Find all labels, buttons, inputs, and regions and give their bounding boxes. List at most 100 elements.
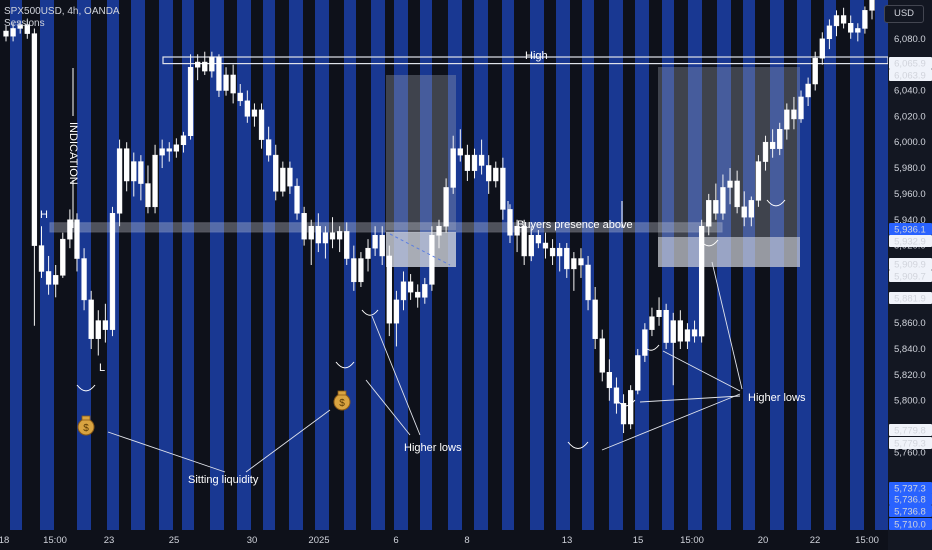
candle[interactable] [741,191,747,227]
candle[interactable] [258,103,265,149]
candle[interactable] [784,103,790,140]
candle[interactable] [173,138,180,158]
candle[interactable] [500,157,506,220]
candle[interactable] [762,135,769,171]
candle[interactable] [833,10,840,37]
candle[interactable] [17,20,23,34]
candle[interactable] [720,174,726,220]
candle[interactable] [478,139,485,175]
candle[interactable] [613,377,620,414]
candle[interactable] [407,274,414,300]
candle[interactable] [571,252,577,291]
candle[interactable] [31,28,38,326]
candle[interactable] [542,232,549,259]
candle[interactable] [294,178,300,220]
candle[interactable] [549,239,556,265]
candle[interactable] [826,19,833,50]
candle[interactable] [649,307,655,337]
candle[interactable] [287,161,293,194]
candle[interactable] [301,206,307,246]
candle[interactable] [109,206,116,337]
candle[interactable] [180,131,187,153]
candle[interactable] [230,64,236,104]
candle[interactable] [216,54,222,97]
candle[interactable] [116,139,123,227]
candle[interactable] [436,219,442,249]
candle[interactable] [102,303,109,343]
candle[interactable] [53,265,59,298]
candle[interactable] [195,54,201,81]
indicator-name[interactable]: Sessions [4,18,45,29]
candle[interactable] [706,193,712,236]
candle[interactable] [10,23,16,42]
candle[interactable] [265,126,272,162]
candle[interactable] [684,323,691,350]
candle[interactable] [677,310,683,350]
candle[interactable] [471,148,478,179]
candle[interactable] [351,245,357,291]
candle[interactable] [38,226,45,278]
candle[interactable] [656,297,662,326]
candle[interactable] [457,129,463,162]
candle[interactable] [464,144,471,181]
currency-button[interactable]: USD [884,5,924,23]
candle[interactable] [628,385,634,430]
candle[interactable] [635,349,641,395]
candle[interactable] [521,219,527,265]
candle[interactable] [308,219,314,265]
candle[interactable] [365,239,371,272]
candle[interactable] [791,96,797,130]
candle[interactable] [450,135,456,194]
candle[interactable] [67,209,73,249]
candle[interactable] [336,226,343,253]
candle[interactable] [535,230,542,249]
candle[interactable] [698,219,705,343]
candle[interactable] [848,15,854,39]
candle[interactable] [223,67,229,96]
candle[interactable] [81,248,87,311]
candle[interactable] [280,161,286,197]
candle[interactable] [379,226,385,265]
candle[interactable] [124,142,130,192]
candle[interactable] [273,144,279,201]
candle[interactable] [564,243,570,278]
candle[interactable] [3,25,9,42]
candle[interactable] [805,77,811,106]
candle[interactable] [798,90,804,123]
candle[interactable] [95,310,101,356]
candle[interactable] [606,359,613,401]
candle[interactable] [592,286,598,350]
candle[interactable] [713,183,719,220]
candle[interactable] [145,165,151,214]
candle[interactable] [187,54,194,140]
candle[interactable] [138,155,144,201]
candle[interactable] [60,232,66,278]
candle[interactable] [585,255,591,311]
candle[interactable] [599,329,605,382]
candle[interactable] [88,290,94,350]
candle[interactable] [727,168,733,205]
candle[interactable] [166,142,172,162]
candle[interactable] [691,320,698,343]
candle[interactable] [329,217,336,249]
candle[interactable] [429,226,435,291]
candle[interactable] [855,23,861,42]
candle[interactable] [493,161,499,188]
candle[interactable] [443,178,449,233]
candle[interactable] [344,222,350,265]
candle[interactable] [400,271,407,311]
candle[interactable] [209,51,215,78]
candle[interactable] [769,129,776,158]
symbol-line[interactable]: SPX500USD, 4h, OANDA [4,6,120,17]
candle[interactable] [812,51,818,91]
candle[interactable] [670,312,676,386]
candle[interactable] [386,245,392,337]
candle[interactable] [642,323,648,362]
candle[interactable] [24,19,30,39]
candle[interactable] [74,213,80,272]
candle[interactable] [358,252,364,287]
candle[interactable] [45,255,52,295]
candle[interactable] [557,243,563,272]
candle[interactable] [322,226,329,259]
